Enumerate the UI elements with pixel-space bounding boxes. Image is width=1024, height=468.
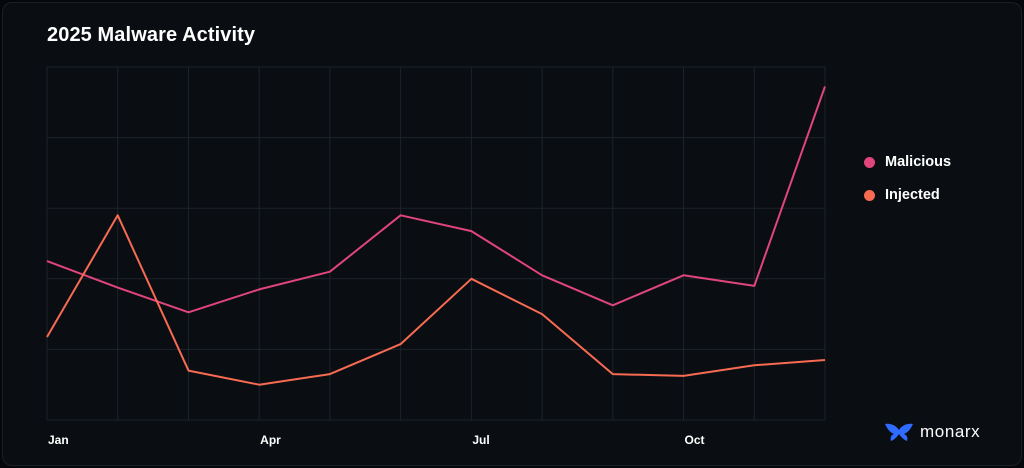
legend: Malicious Injected xyxy=(864,151,951,217)
butterfly-icon xyxy=(885,423,913,441)
legend-label-malicious: Malicious xyxy=(885,154,952,170)
x-tick-label: Apr xyxy=(260,433,281,447)
x-tick-label: Jan xyxy=(48,433,69,447)
legend-swatch-malicious xyxy=(864,156,875,168)
x-axis-ticks: Jan Apr Jul Oct xyxy=(48,433,705,447)
brand-logo: monarx xyxy=(884,422,980,442)
series-lines xyxy=(46,86,826,386)
x-tick-label: Oct xyxy=(685,433,705,447)
series-line-injected xyxy=(46,214,826,386)
legend-label-injected: Injected xyxy=(885,187,940,203)
series-line-malicious xyxy=(46,86,826,314)
line-chart: Jan Apr Jul Oct xyxy=(46,66,826,447)
legend-item-injected[interactable]: Injected xyxy=(864,184,951,206)
legend-item-malicious[interactable]: Malicious xyxy=(864,151,951,173)
brand-name: monarx xyxy=(920,422,981,441)
grid xyxy=(46,66,826,421)
x-tick-label: Jul xyxy=(472,433,489,447)
chart-title: 2025 Malware Activity xyxy=(47,24,256,46)
legend-swatch-injected xyxy=(864,189,875,201)
